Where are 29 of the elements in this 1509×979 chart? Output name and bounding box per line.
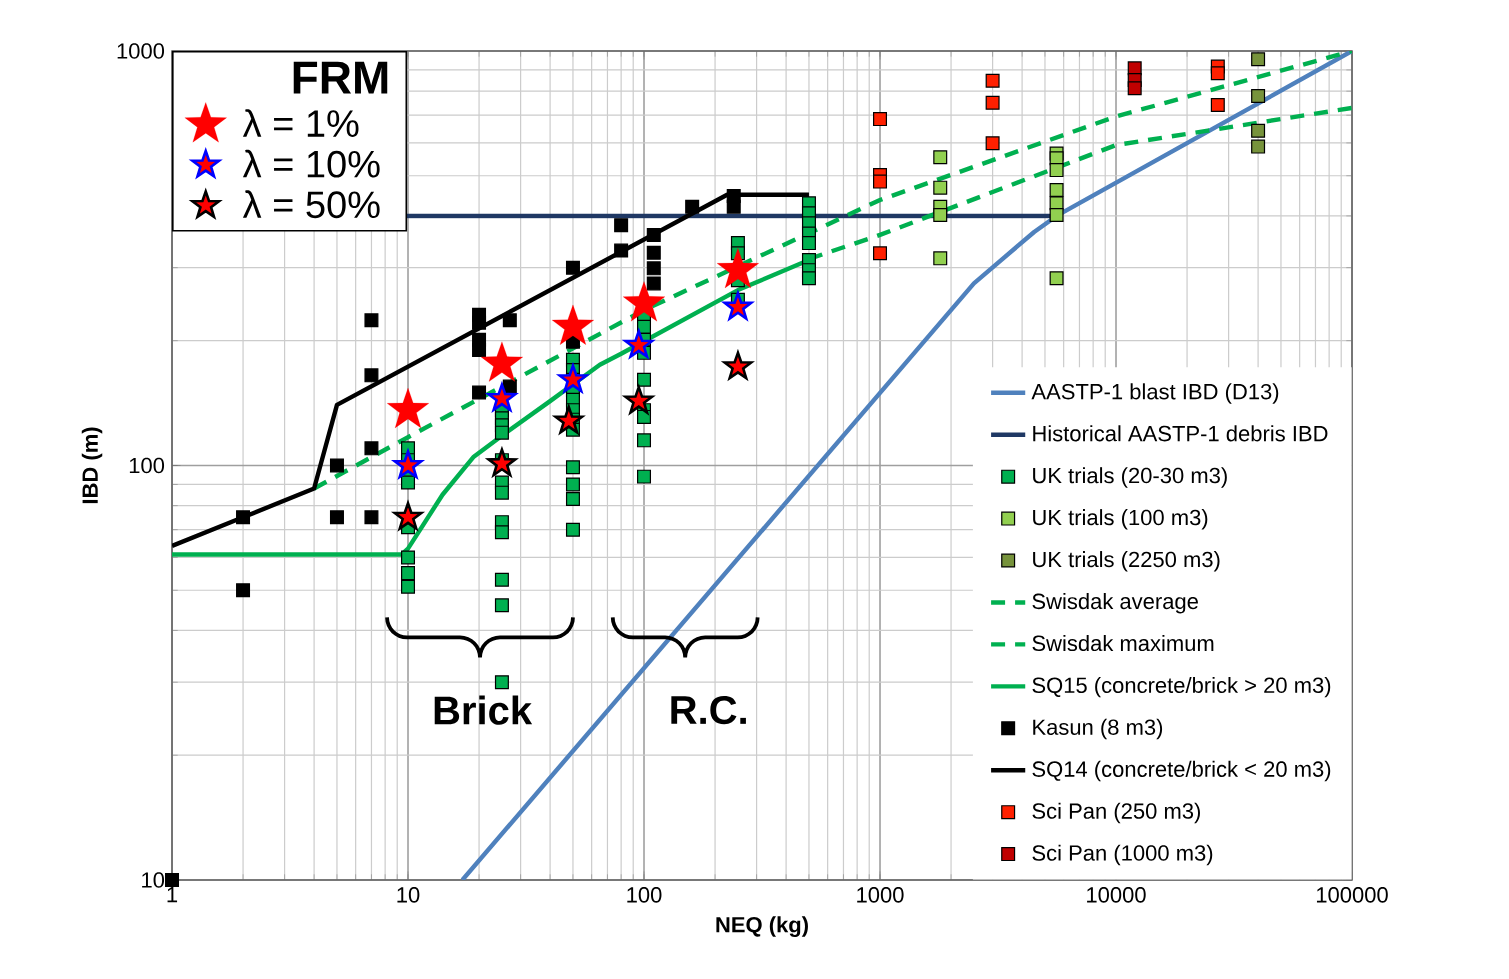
annotation: Brick xyxy=(434,695,533,725)
x-tick-label: 1000 xyxy=(857,887,904,903)
legend-label: Sci Pan (250 m3) xyxy=(1032,802,1200,824)
legend-title: FRM xyxy=(293,61,388,94)
y-tick-label: 1000 xyxy=(117,43,165,59)
y-axis-title: IBD (m) xyxy=(81,427,103,504)
legend-label: AASTP-1 blast IBD (D13) xyxy=(1031,383,1279,404)
legend-label: UK trials (20-30 m3) xyxy=(1033,467,1227,488)
legend-label: Historical AASTP-1 debris IBD xyxy=(1033,425,1328,442)
legend-label: Swisdak average xyxy=(1032,593,1198,614)
legend-label: λ = 10% xyxy=(242,149,380,178)
y-tick-label: 100 xyxy=(129,457,165,474)
legend-label: λ = 1% xyxy=(242,109,359,137)
legend-label: Swisdak maximum xyxy=(1032,634,1214,652)
legend-label: SQ14 (concrete/brick < 20 m3) xyxy=(1032,760,1331,782)
legend-label: Sci Pan (1000 m3) xyxy=(1032,844,1213,866)
y-tick-label: 10 xyxy=(142,872,165,888)
x-tick-label: 10 xyxy=(397,887,420,903)
annotation: R.C. xyxy=(671,695,746,725)
x-tick-label: 10000 xyxy=(1087,887,1146,903)
x-tick-label: 100 xyxy=(627,887,662,903)
legend-label: SQ15 (concrete/brick > 20 m3) xyxy=(1032,676,1331,698)
legend-label: UK trials (2250 m3) xyxy=(1033,551,1220,572)
legend-label: Kasun (8 m3) xyxy=(1033,718,1163,740)
x-tick-label: 1 xyxy=(167,887,178,903)
x-axis-title: NEQ (kg) xyxy=(716,916,808,937)
legend-label: λ = 50% xyxy=(242,190,380,219)
legend-label: UK trials (100 m3) xyxy=(1033,509,1208,530)
x-tick-label: 100000 xyxy=(1316,887,1388,903)
